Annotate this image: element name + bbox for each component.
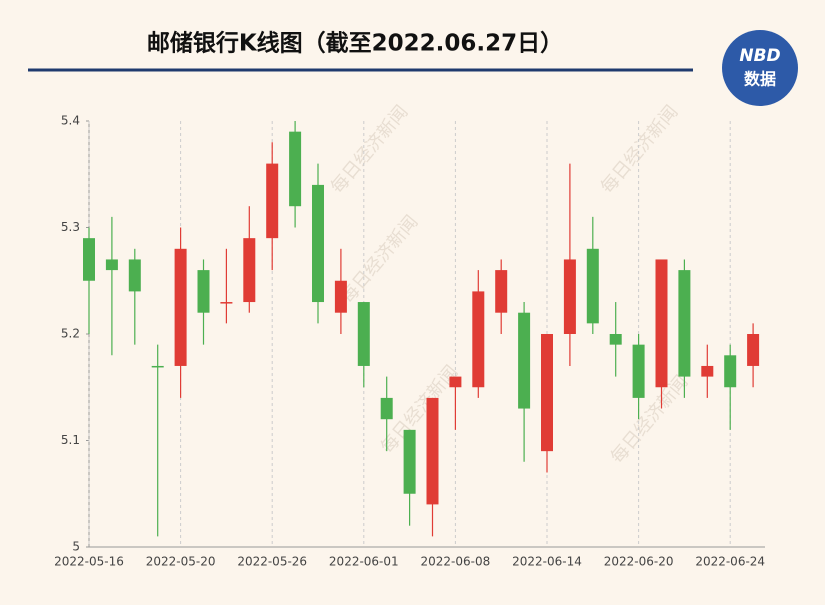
candle-body [357,302,370,366]
candle-body [266,163,279,239]
x-tick-label: 2022-06-14 [512,555,582,569]
chart-title: 邮储银行K线图（截至2022.06.27日） [147,30,563,57]
candle-body [174,248,187,366]
logo-top: NBD [739,46,780,66]
candle-body [83,238,95,281]
y-tick-label: 5.2 [61,327,80,341]
candle-body [151,365,164,368]
candle-body [426,397,439,505]
candle-body [334,280,347,313]
candle-body [747,334,760,366]
y-tick-label: 5 [72,540,80,554]
y-tick-label: 5.3 [61,220,80,234]
candle-body [495,270,508,313]
x-tick-label: 2022-05-20 [146,555,216,569]
y-tick-label: 5.1 [61,433,80,447]
candle-body [678,270,691,377]
candle-body [541,334,553,452]
logo-bottom: 数据 [744,70,776,89]
candle-body [403,429,416,494]
candle-body [724,355,737,388]
candle-body [128,259,141,292]
candle-body [563,259,576,334]
candle-body [197,270,210,313]
candle-body [655,259,668,388]
candle-body [586,248,599,324]
candle-body [220,302,233,304]
x-tick-label: 2022-05-26 [237,555,307,569]
candle-body [701,365,714,377]
candle-body [289,131,302,207]
candle-body [380,397,393,420]
candle-body [105,259,118,271]
candle-body [518,312,531,409]
x-tick-label: 2022-05-16 [54,555,124,569]
logo [722,30,798,106]
x-tick-label: 2022-06-20 [604,555,674,569]
x-tick-label: 2022-06-08 [421,555,491,569]
candle-body [472,291,485,388]
x-tick-label: 2022-06-24 [695,555,765,569]
candle-body [449,376,462,388]
candle-body [632,344,645,398]
candle-body [312,184,324,303]
candle-body [609,334,622,345]
y-tick-label: 5.4 [61,114,80,128]
candle-body [243,238,256,303]
x-tick-label: 2022-06-01 [329,555,399,569]
